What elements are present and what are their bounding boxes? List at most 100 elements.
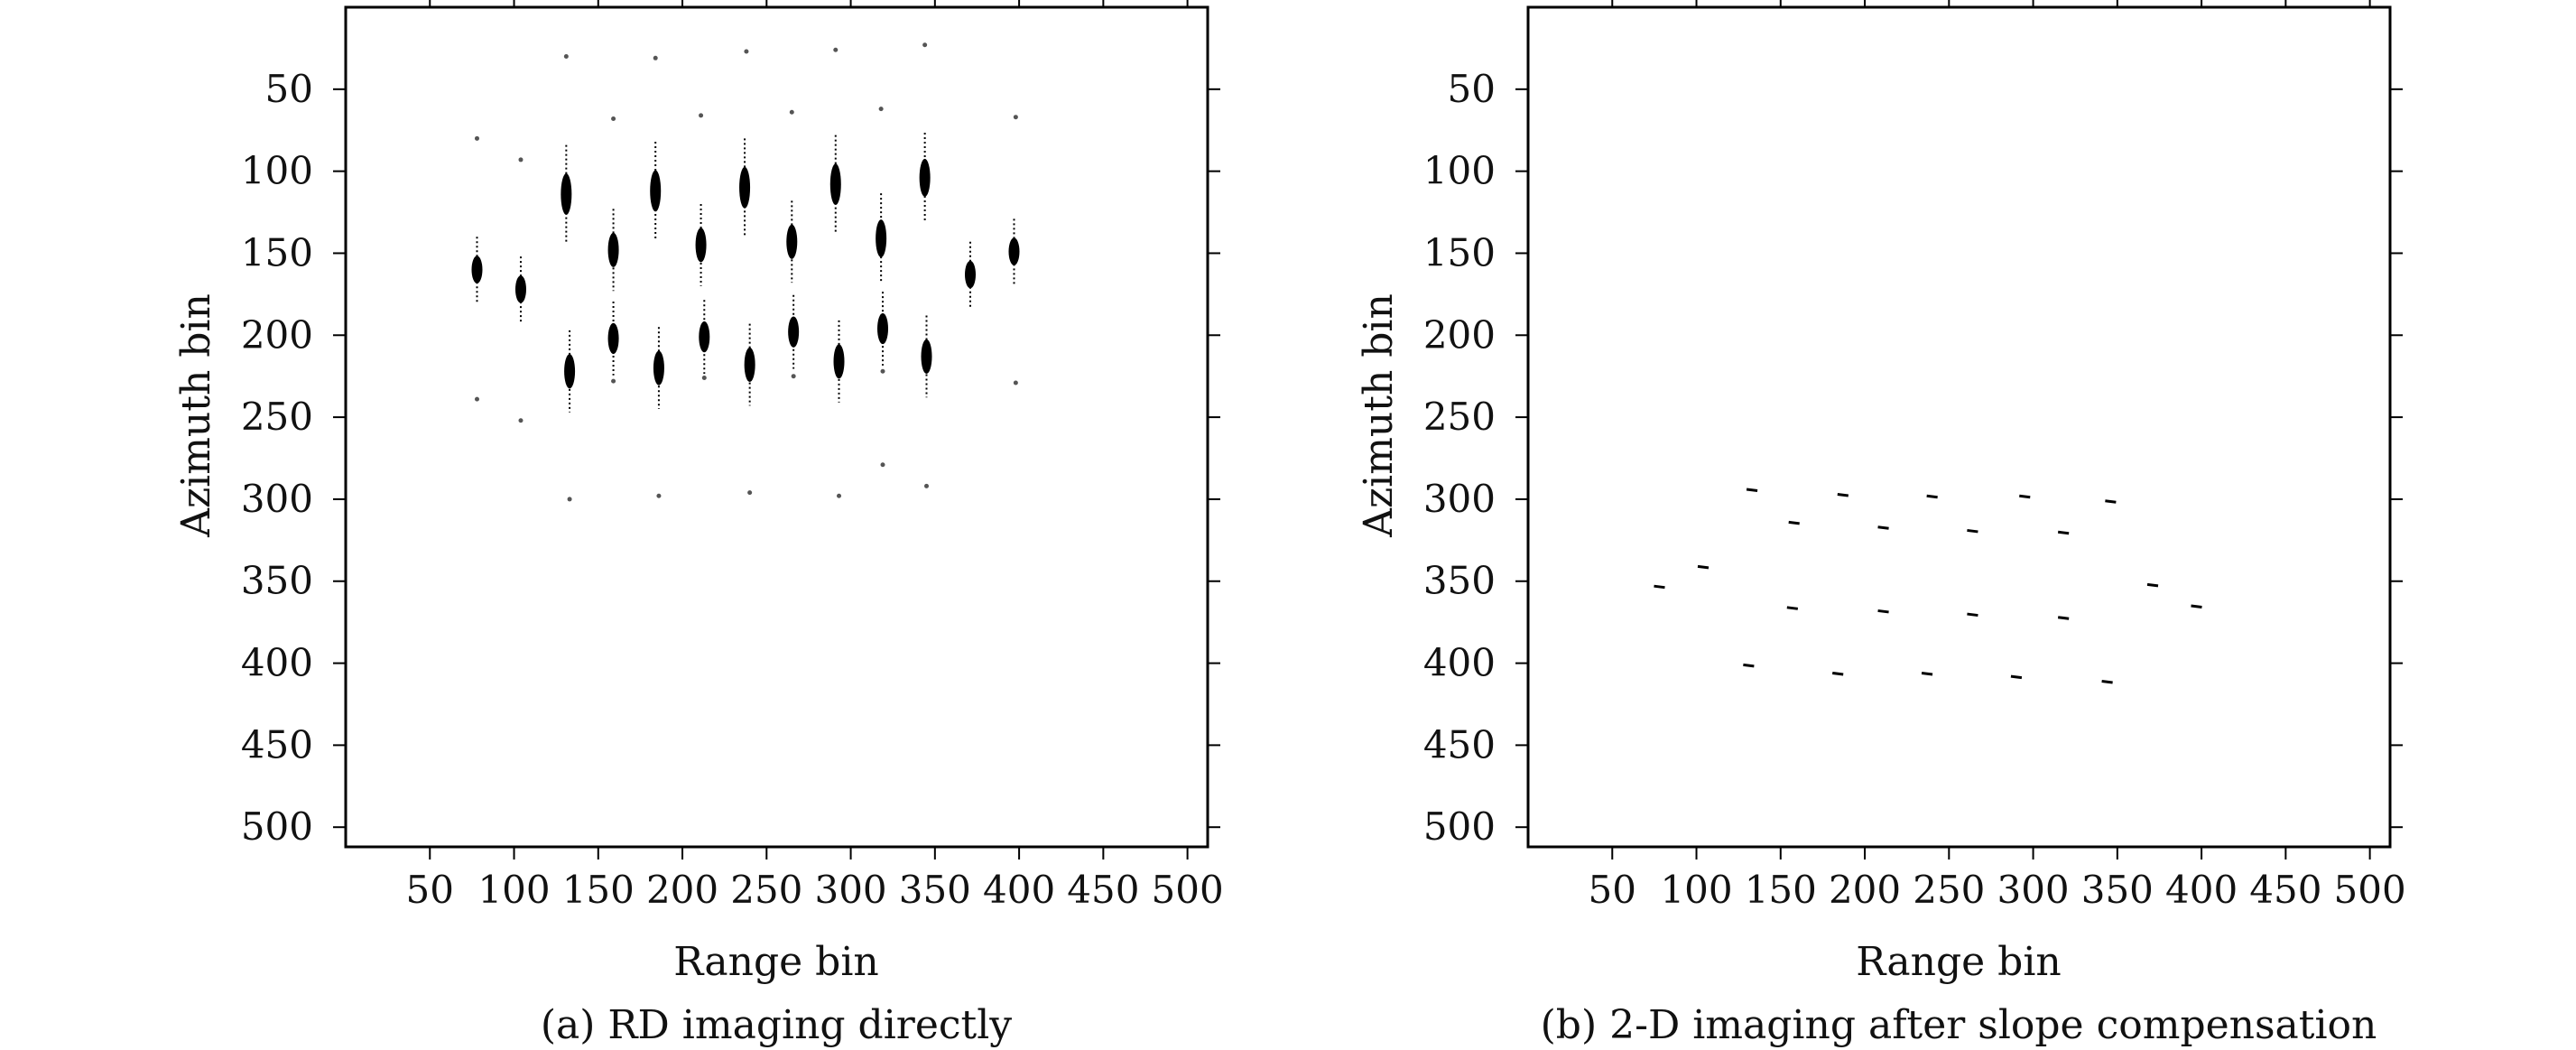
scatter-point-faint: [474, 396, 479, 402]
scatter-point-faint: [563, 53, 569, 59]
y-tick-label: 50: [1448, 67, 1496, 111]
x-tick-label: 250: [1913, 868, 1985, 912]
scatter-blob: [788, 316, 800, 348]
y-tick-label: 450: [241, 722, 313, 767]
x-tick-label: 50: [406, 868, 454, 912]
scatter-blob: [650, 170, 662, 212]
x-tick-label: 200: [646, 868, 718, 912]
x-tick-label: 200: [1829, 868, 1901, 912]
y-tick-label: 50: [265, 67, 313, 111]
y-tick-label: 100: [1423, 149, 1496, 193]
scatter-blob: [833, 344, 845, 379]
scatter-point: [1926, 494, 1938, 499]
panel-b: 50 100 150 200 250 300 350 400 450 50050100150200…: [1356, 0, 2406, 1048]
y-tick-label: 250: [1423, 395, 1496, 439]
scatter-point: [1832, 671, 1844, 676]
x-tick-label: 350: [899, 868, 971, 912]
scatter-point-faint: [789, 109, 794, 115]
scatter-point-faint: [880, 462, 885, 468]
y-tick-label: 250: [241, 395, 313, 439]
scatter-point: [2010, 674, 2023, 680]
x-tick-label: 100: [1660, 868, 1732, 912]
scatter-point-faint: [701, 376, 707, 381]
x-tick-label: 250: [730, 868, 802, 912]
y-tick-label: 500: [241, 804, 313, 849]
scatter-blob: [739, 166, 751, 209]
scatter-point-faint: [791, 374, 796, 379]
scatter-point: [2191, 604, 2202, 609]
y-axis-label-a: Azimuth bin: [173, 293, 219, 538]
axis-ticks-a: 50 100 150 200 250 300 350 400 450 50050100150200…: [241, 0, 1224, 912]
x-tick-label: 300: [814, 868, 886, 912]
scatter-point: [1697, 564, 1710, 570]
scatter-point: [1967, 528, 1978, 534]
plot-area-b: [1526, 5, 2392, 849]
scatter-point-faint: [747, 490, 753, 496]
scatter-point-faint: [653, 55, 658, 60]
scatter-point-faint: [656, 493, 662, 498]
scatter-point-faint: [474, 135, 479, 141]
scatter-blob: [653, 350, 664, 386]
scatter-blob: [564, 354, 576, 389]
scatter-point: [1743, 663, 1755, 668]
x-tick-label: 150: [1745, 868, 1817, 912]
scatter-point: [2019, 494, 2031, 499]
scatter-point-faint: [837, 493, 842, 498]
scatter-blob: [786, 224, 798, 259]
scatter-point: [2105, 499, 2117, 504]
panel-a: 50 100 150 200 250 300 350 400 450 50050100150200…: [173, 0, 1224, 1048]
x-tick-label: 300: [1997, 868, 2069, 912]
scatter-point: [2101, 680, 2113, 684]
scatter-point: [2057, 530, 2070, 535]
x-tick-label: 350: [2081, 868, 2154, 912]
caption-a: (a) RD imaging directly: [541, 1002, 1012, 1048]
x-tick-label: 50: [1589, 868, 1636, 912]
scatter-blob: [919, 158, 931, 197]
scatter-blob: [471, 256, 483, 283]
data-marks-b: [1654, 488, 2202, 684]
scatter-point-faint: [1013, 380, 1018, 386]
scatter-point-faint: [880, 368, 885, 374]
x-axis-label-b: Range bin: [1856, 939, 2061, 985]
y-tick-label: 400: [1423, 641, 1496, 685]
caption-b: (b) 2-D imaging after slope compensation: [1541, 1002, 2377, 1048]
scatter-point-faint: [518, 418, 524, 423]
scatter-point: [1921, 671, 1933, 676]
x-tick-label: 400: [983, 868, 1055, 912]
plot-area-a: [344, 5, 1209, 849]
scatter-blob: [965, 260, 977, 289]
scatter-point: [1788, 520, 1800, 525]
scatter-blob: [1008, 237, 1020, 265]
scatter-point-faint: [567, 497, 572, 502]
scatter-point: [1786, 606, 1799, 610]
scatter-point: [2057, 616, 2070, 620]
scatter-point: [1654, 584, 1665, 590]
y-tick-label: 150: [1423, 230, 1496, 274]
y-axis-label-b: Azimuth bin: [1356, 293, 1402, 538]
scatter-point-faint: [699, 113, 704, 118]
y-tick-label: 350: [241, 559, 313, 603]
scatter-blob: [699, 321, 710, 353]
scatter-point: [1837, 492, 1849, 497]
scatter-blob: [829, 163, 841, 206]
scatter-point-faint: [1013, 115, 1018, 120]
data-marks-a: [471, 42, 1020, 502]
x-tick-label: 500: [2334, 868, 2406, 912]
scatter-blob: [514, 275, 526, 303]
scatter-point: [1877, 525, 1889, 530]
scatter-blob: [876, 219, 887, 258]
y-tick-label: 150: [241, 230, 313, 274]
scatter-point-faint: [744, 49, 749, 54]
x-tick-label: 450: [1067, 868, 1139, 912]
scatter-blob: [561, 173, 572, 215]
scatter-point-faint: [611, 378, 616, 384]
x-tick-label: 500: [1152, 868, 1224, 912]
x-tick-label: 150: [562, 868, 635, 912]
scatter-point-faint: [922, 42, 928, 48]
x-tick-label: 450: [2249, 868, 2321, 912]
scatter-point: [1746, 488, 1758, 493]
scatter-point: [1877, 609, 1889, 614]
y-tick-label: 200: [241, 312, 313, 357]
scatter-point-faint: [878, 107, 884, 112]
